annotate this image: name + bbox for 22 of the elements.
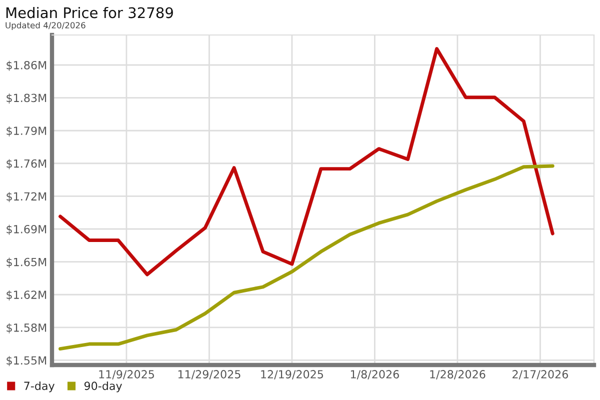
legend-label: 7-day [24, 381, 55, 392]
y-tick-label: $1.62M [6, 290, 46, 300]
legend-label: 90-day [84, 381, 122, 392]
x-tick-label: 1/28/2026 [430, 370, 486, 380]
line-series [58, 47, 554, 276]
y-tick-label: $1.72M [6, 192, 46, 202]
y-tick-label: $1.76M [6, 159, 46, 170]
y-tick-label: $1.58M [6, 323, 46, 334]
x-tick-label: 12/19/2025 [261, 370, 324, 380]
y-tick-label: $1.79M [6, 126, 46, 136]
y-tick-label: $1.69M [6, 224, 46, 235]
y-tick-label: $1.55M [6, 356, 46, 366]
line-series [58, 164, 554, 351]
y-tick-label: $1.83M [6, 94, 46, 104]
chart-title: Median Price for 32789 [6, 6, 173, 18]
chart-subtitle: Updated 4/20/2026 [6, 22, 86, 30]
x-tick-label: 11/29/2025 [178, 370, 240, 380]
y-tick-label: $1.86M [6, 60, 46, 71]
x-tick-label: 1/8/2026 [350, 370, 399, 380]
x-tick-label: 11/9/2025 [99, 370, 154, 380]
y-tick-label: $1.65M [6, 258, 46, 268]
x-tick-label: 2/17/2026 [512, 370, 568, 380]
